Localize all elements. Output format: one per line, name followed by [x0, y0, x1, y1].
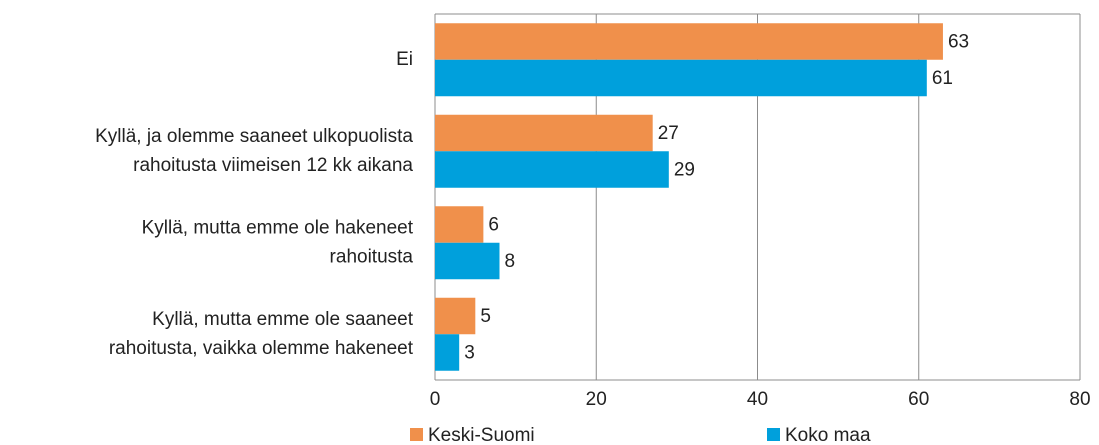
- bar: [435, 151, 669, 188]
- x-tick-label: 80: [1069, 389, 1090, 410]
- bar: [435, 242, 500, 280]
- y-tick-label: Kyllä, mutta emme ole saaneet rahoitusta,…: [109, 309, 414, 359]
- data-label: 29: [674, 160, 695, 181]
- data-label: 61: [932, 68, 953, 89]
- legend-swatch: [410, 428, 423, 441]
- legend-label: Koko maa: [785, 425, 871, 445]
- y-tick-label-line: rahoitusta viimeisen 12 kk aikana: [133, 155, 413, 176]
- bar: [435, 206, 484, 243]
- y-tick-label-line: Ei: [396, 49, 413, 70]
- data-label: 27: [658, 123, 679, 144]
- x-tick-label: 40: [747, 389, 768, 410]
- x-tick-label: 60: [908, 389, 929, 410]
- bar: [435, 297, 476, 335]
- data-label: 6: [488, 215, 499, 236]
- data-label: 3: [464, 343, 475, 364]
- y-tick-label-line: rahoitusta, vaikka olemme hakeneet: [109, 338, 414, 359]
- x-tick-label: 20: [586, 389, 607, 410]
- y-tick-label: Ei: [396, 49, 413, 70]
- y-tick-label-line: Kyllä, mutta emme ole saaneet: [152, 309, 414, 330]
- bar: [435, 334, 460, 371]
- bar: [435, 114, 653, 152]
- legend-label: Keski-Suomi: [428, 425, 535, 445]
- y-tick-label-line: Kyllä, mutta emme ole hakeneet: [142, 217, 414, 238]
- y-tick-label-line: rahoitusta: [330, 246, 414, 267]
- bar: [435, 23, 943, 60]
- y-tick-label-line: Kyllä, ja olemme saaneet ulkopuolista: [95, 126, 413, 147]
- legend-swatch: [767, 428, 780, 441]
- x-tick-label: 0: [430, 389, 441, 410]
- data-label: 8: [505, 251, 516, 272]
- y-tick-label: Kyllä, ja olemme saaneet ulkopuolista rah…: [95, 126, 413, 176]
- y-tick-label: Kyllä, mutta emme ole hakeneet rahoitusta: [142, 217, 414, 267]
- data-label: 63: [948, 32, 969, 53]
- data-label: 5: [480, 306, 491, 327]
- bar: [435, 59, 927, 97]
